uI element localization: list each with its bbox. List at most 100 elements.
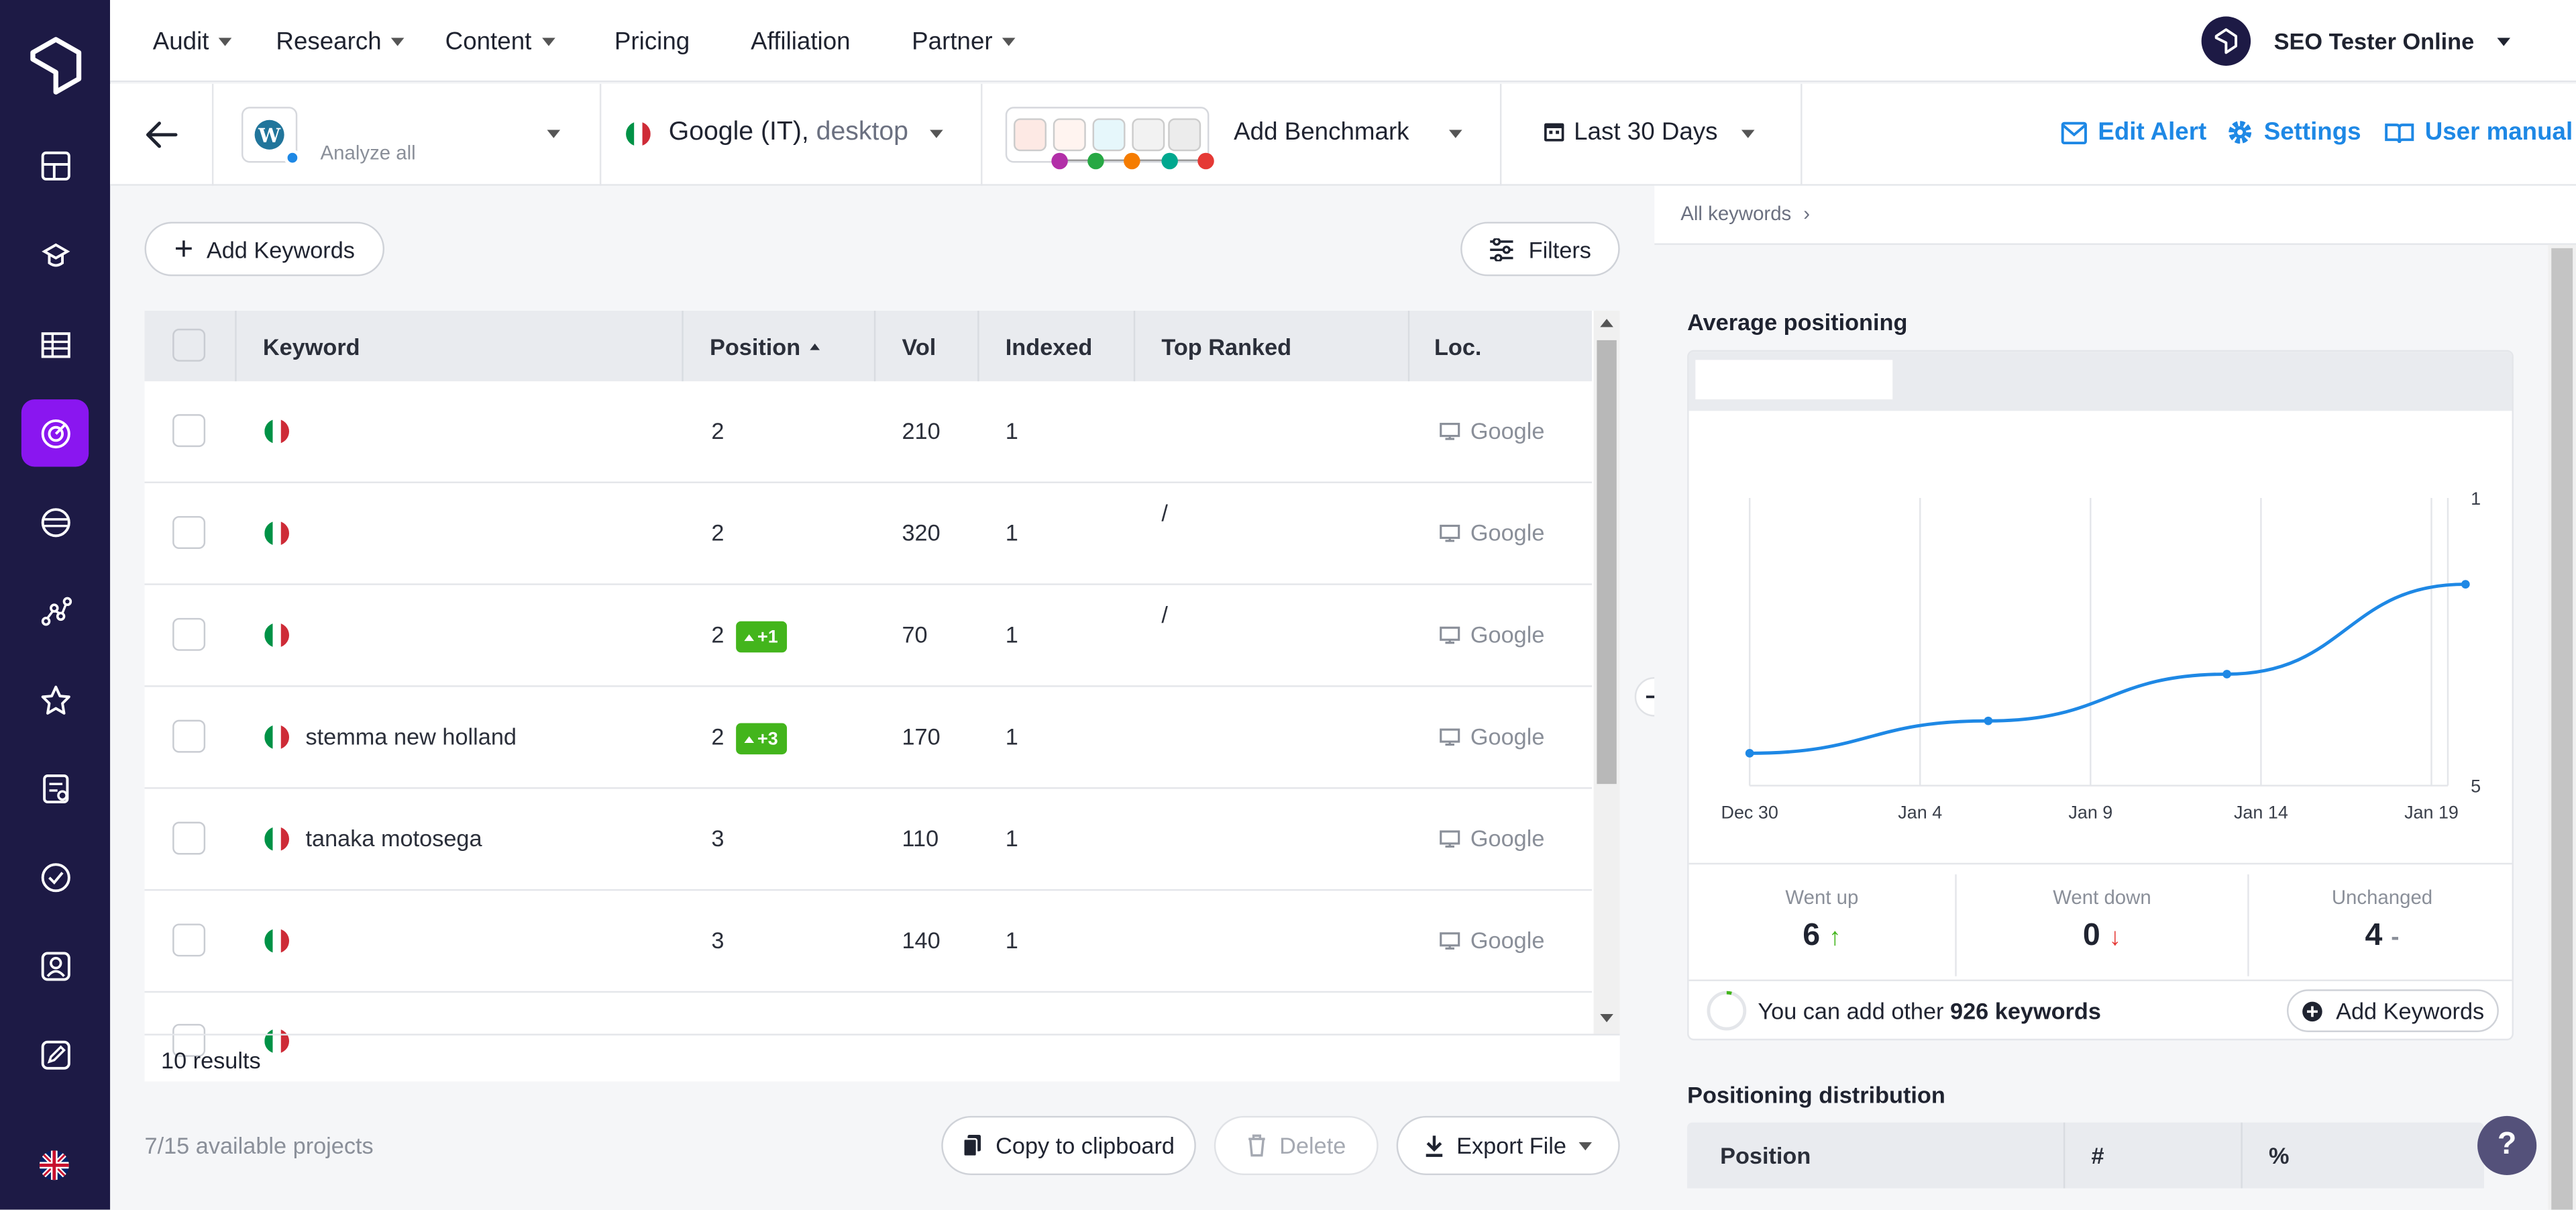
nav-item-affiliation[interactable]: Affiliation	[751, 0, 850, 82]
column-volume[interactable]: Vol	[902, 332, 936, 360]
scroll-down-icon[interactable]	[1600, 1014, 1613, 1023]
date-range-selector[interactable]: Last 30 Days	[1574, 118, 1718, 146]
benchmark-icons[interactable]	[1005, 107, 1210, 163]
indexed-cell: 1	[1005, 927, 1018, 954]
keyword-cell[interactable]: stemma new holland	[305, 723, 517, 750]
dist-column-count[interactable]: #	[2091, 1142, 2104, 1169]
export-label: Export File	[1456, 1132, 1566, 1159]
sidebar-item-graph[interactable]	[21, 577, 89, 644]
sidebar-item-table[interactable]	[21, 311, 89, 378]
sidebar-item-star[interactable]	[21, 666, 89, 733]
benchmark-dot	[1197, 152, 1214, 170]
indexed-cell: 1	[1005, 723, 1018, 750]
panel-scrollbar-thumb[interactable]	[2551, 248, 2573, 1210]
table-row[interactable]: 2 320 1 / Google	[144, 483, 1593, 585]
top-ranked-cell[interactable]: /	[1161, 601, 1168, 628]
y-tick-label: 5	[2471, 776, 2481, 796]
nav-item-content[interactable]: Content	[445, 0, 555, 82]
column-position[interactable]: Position	[710, 311, 820, 381]
benchmark-chevron-icon[interactable]	[1449, 130, 1462, 138]
nav-item-partner[interactable]: Partner	[912, 0, 1016, 82]
position-change-badge: +1	[736, 621, 786, 653]
row-checkbox[interactable]	[172, 719, 206, 753]
add-benchmark-button[interactable]: Add Benchmark	[1234, 118, 1409, 146]
filters-button[interactable]: Filters	[1460, 221, 1620, 276]
nav-item-pricing[interactable]: Pricing	[614, 0, 690, 82]
panel-add-keywords-button[interactable]: Add Keywords	[2286, 989, 2499, 1032]
keywords-table: Keyword Position Vol Indexed Top Ranked …	[144, 310, 1620, 1082]
clipboard-icon	[963, 1135, 981, 1158]
row-checkbox[interactable]	[172, 923, 206, 957]
copy-to-clipboard-button[interactable]: Copy to clipboard	[941, 1115, 1196, 1176]
search-engine-chevron-icon[interactable]	[930, 130, 943, 138]
row-checkbox[interactable]	[172, 821, 206, 855]
settings-link[interactable]: Settings	[2226, 118, 2361, 146]
location-cell: Google	[1439, 519, 1544, 546]
series-line	[1750, 583, 2466, 755]
add-keywords-button[interactable]: + Add Keywords	[144, 221, 385, 276]
sidebar-item-report[interactable]	[21, 754, 89, 821]
table-row[interactable]: 2 210 1 Google	[144, 381, 1593, 484]
sidebar-item-profile[interactable]	[21, 932, 89, 999]
scroll-up-icon[interactable]	[1600, 319, 1613, 327]
language-flag-icon[interactable]	[39, 1150, 69, 1180]
sidebar-item-audit[interactable]	[21, 222, 89, 289]
sidebar-item-ai[interactable]	[21, 843, 89, 910]
x-tick-label: Dec 30	[1721, 803, 1778, 823]
row-checkbox[interactable]	[172, 515, 206, 549]
column-indexed[interactable]: Indexed	[1005, 332, 1093, 360]
column-top-ranked[interactable]: Top Ranked	[1161, 332, 1292, 360]
add-keywords-label: Add Keywords	[206, 236, 355, 262]
sidebar	[0, 0, 111, 1210]
location-cell: Google	[1439, 621, 1544, 648]
date-range-chevron-icon[interactable]	[1741, 130, 1755, 138]
table-scrollbar[interactable]	[1593, 310, 1620, 1034]
row-checkbox[interactable]	[172, 1023, 206, 1057]
table-row[interactable]: stemma new holland 2 +3 170 1 Google	[144, 687, 1593, 789]
user-manual-link[interactable]: User manual	[2383, 118, 2573, 146]
sidebar-item-dashboard[interactable]	[21, 132, 89, 199]
table-row[interactable]: tanaka motosega 3 110 1 Google	[144, 789, 1593, 891]
top-ranked-cell[interactable]: /	[1161, 499, 1168, 526]
back-arrow-icon[interactable]	[143, 117, 179, 153]
search-engine-selector[interactable]: Google (IT), desktop	[668, 118, 908, 146]
italy-flag-icon	[264, 928, 290, 954]
dist-column-position[interactable]: Position	[1720, 1142, 1811, 1169]
keyword-summary-panel: All keywords › Average positioning Dec 3…	[1654, 185, 2576, 1210]
logo-icon[interactable]	[28, 36, 84, 95]
nav-item-audit[interactable]: Audit	[153, 0, 232, 82]
nav-item-research[interactable]: Research	[276, 0, 405, 82]
row-checkbox[interactable]	[172, 414, 206, 448]
indexed-cell: 1	[1005, 417, 1018, 444]
dist-column-percent[interactable]: %	[2269, 1142, 2290, 1169]
stat-value: 6	[1803, 918, 1821, 954]
breadcrumb[interactable]: All keywords ›	[1680, 202, 1810, 225]
column-location[interactable]: Loc.	[1434, 332, 1482, 360]
edit-alert-link[interactable]: Edit Alert	[2060, 118, 2206, 146]
desktop-icon	[1440, 727, 1460, 745]
scrollbar-thumb[interactable]	[1597, 340, 1617, 785]
table-row[interactable]: 3 140 1 Google	[144, 891, 1593, 993]
keyword-cell[interactable]: tanaka motosega	[305, 825, 482, 852]
delete-button[interactable]: Delete	[1214, 1115, 1379, 1176]
sidebar-item-rank-tracker[interactable]	[21, 399, 89, 467]
project-selector[interactable]: W	[241, 107, 298, 163]
panel-scrollbar[interactable]	[2548, 244, 2576, 1210]
table-row[interactable]: 2 +1 70 1 / Google	[144, 585, 1593, 687]
project-dropdown-chevron-icon[interactable]	[547, 130, 561, 138]
stat-divider	[1955, 874, 1957, 976]
export-file-button[interactable]: Export File	[1396, 1115, 1620, 1176]
select-all-checkbox[interactable]	[172, 328, 206, 362]
analyze-all-label[interactable]: Analyze all	[320, 141, 416, 164]
desktop-icon	[1440, 421, 1460, 440]
volume-cell: 70	[902, 621, 928, 648]
sidebar-item-edit[interactable]	[21, 1021, 89, 1088]
account-menu[interactable]: SEO Tester Online	[2201, 16, 2511, 66]
sidebar-item-content[interactable]	[21, 488, 89, 555]
mail-icon	[2061, 121, 2087, 144]
column-keyword[interactable]: Keyword	[262, 332, 360, 360]
help-button[interactable]: ?	[2477, 1115, 2537, 1176]
row-checkbox[interactable]	[172, 617, 206, 651]
chart-tab-active[interactable]	[1695, 360, 1893, 400]
stat-arrow-icon: ↓	[2108, 923, 2122, 952]
